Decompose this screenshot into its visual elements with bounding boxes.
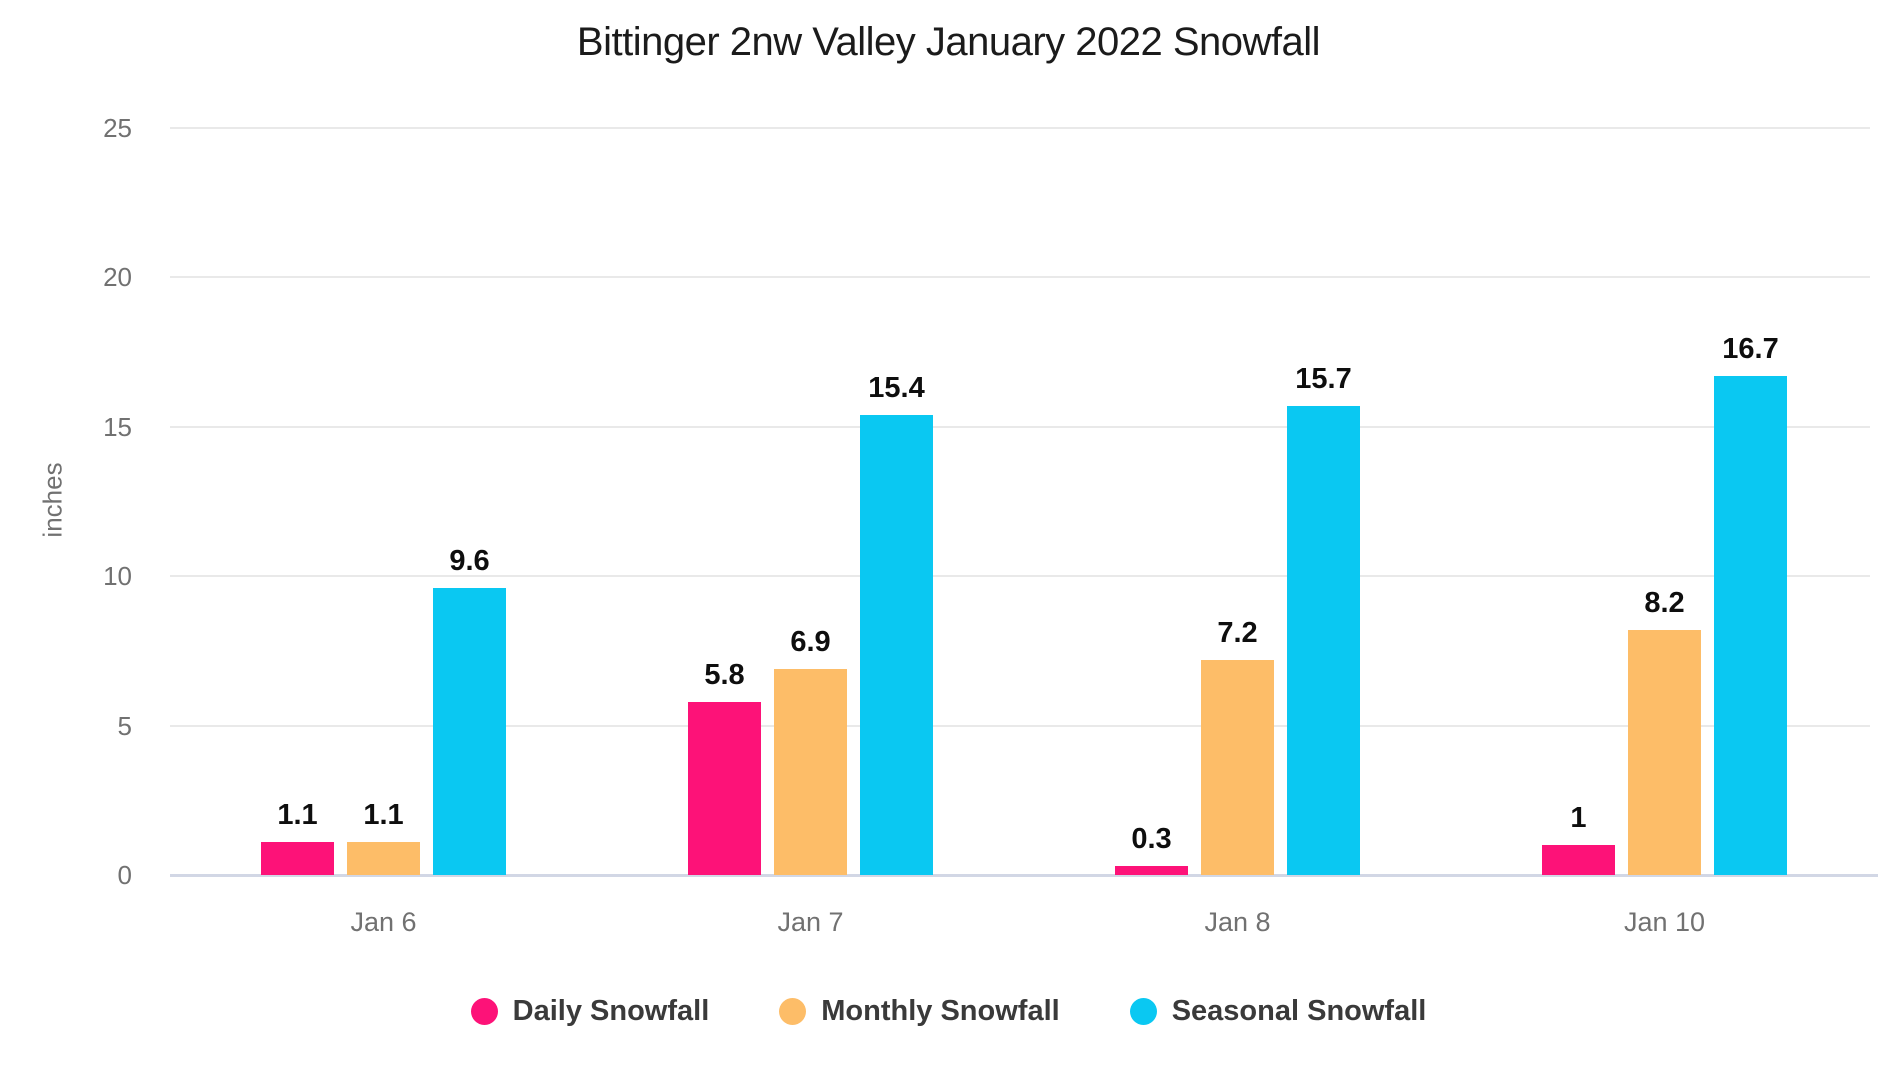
value-label-seasonal-snowfall-jan-7: 15.4 xyxy=(868,371,925,404)
value-label-daily-snowfall-jan-7: 5.8 xyxy=(704,658,745,691)
y-tick-label-25: 25 xyxy=(103,113,132,143)
y-tick-label-15: 15 xyxy=(103,411,132,442)
x-axis-label-jan-6: Jan 6 xyxy=(350,907,417,937)
gridline-15 xyxy=(170,426,1870,428)
gridline-20 xyxy=(170,276,1870,278)
gridline-10 xyxy=(170,575,1870,577)
bar-monthly-snowfall-jan-6[interactable] xyxy=(347,842,420,875)
legend-item-daily-snowfall[interactable]: Daily Snowfall xyxy=(470,990,710,1032)
y-tick-label-20: 20 xyxy=(103,262,132,293)
y-tick-label-5: 5 xyxy=(117,710,132,741)
bar-seasonal-snowfall-jan-8[interactable] xyxy=(1287,405,1360,875)
value-label-daily-snowfall-jan-10: 1 xyxy=(1570,802,1587,835)
legend-label-seasonal-snowfall: Seasonal Snowfall xyxy=(1171,995,1427,1027)
bar-daily-snowfall-jan-6[interactable] xyxy=(261,842,334,875)
value-label-monthly-snowfall-jan-10: 8.2 xyxy=(1644,586,1685,619)
x-axis-label-jan-10: Jan 10 xyxy=(1623,907,1706,937)
legend: Daily Snowfall Monthly Snowfall Seasonal S… xyxy=(0,990,1897,1032)
y-tick-label-0: 0 xyxy=(117,860,132,890)
bar-seasonal-snowfall-jan-10[interactable] xyxy=(1714,376,1787,875)
value-label-daily-snowfall-jan-6: 1.1 xyxy=(277,799,318,832)
value-label-seasonal-snowfall-jan-10: 16.7 xyxy=(1722,333,1779,365)
legend-label-daily-snowfall: Daily Snowfall xyxy=(512,995,710,1027)
value-label-daily-snowfall-jan-8: 0.3 xyxy=(1131,823,1172,856)
bar-daily-snowfall-jan-10[interactable] xyxy=(1542,845,1615,875)
bar-monthly-snowfall-jan-10[interactable] xyxy=(1628,629,1701,875)
y-axis-title: inches xyxy=(37,462,68,538)
legend-dot-daily-snowfall xyxy=(470,997,498,1025)
legend-label-monthly-snowfall: Monthly Snowfall xyxy=(821,995,1060,1027)
legend-item-monthly-snowfall[interactable]: Monthly Snowfall xyxy=(779,990,1060,1032)
bar-monthly-snowfall-jan-8[interactable] xyxy=(1201,659,1274,875)
gridline-5 xyxy=(170,725,1870,727)
value-label-monthly-snowfall-jan-7: 6.9 xyxy=(790,625,831,658)
legend-dot-seasonal-snowfall xyxy=(1129,997,1157,1025)
gridline-25 xyxy=(170,127,1870,129)
legend-dot-monthly-snowfall xyxy=(779,997,807,1025)
legend-item-seasonal-snowfall[interactable]: Seasonal Snowfall xyxy=(1129,990,1427,1032)
x-axis-label-jan-7: Jan 7 xyxy=(777,907,844,937)
x-axis-label-jan-8: Jan 8 xyxy=(1204,907,1271,937)
value-label-seasonal-snowfall-jan-6: 9.6 xyxy=(449,545,490,578)
value-label-monthly-snowfall-jan-6: 1.1 xyxy=(363,799,404,832)
x-axis-baseline xyxy=(170,874,1878,877)
value-label-seasonal-snowfall-jan-8: 15.7 xyxy=(1295,362,1352,395)
bar-seasonal-snowfall-jan-7[interactable] xyxy=(860,414,933,875)
y-tick-label-10: 10 xyxy=(103,561,132,592)
bar-daily-snowfall-jan-7[interactable] xyxy=(688,701,761,875)
chart-title: Bittinger 2nw Valley January 2022 Snowfa… xyxy=(576,20,1321,64)
value-label-monthly-snowfall-jan-8: 7.2 xyxy=(1217,616,1258,649)
bar-daily-snowfall-jan-8[interactable] xyxy=(1115,866,1188,875)
bar-monthly-snowfall-jan-7[interactable] xyxy=(774,668,847,875)
bar-seasonal-snowfall-jan-6[interactable] xyxy=(433,588,506,875)
